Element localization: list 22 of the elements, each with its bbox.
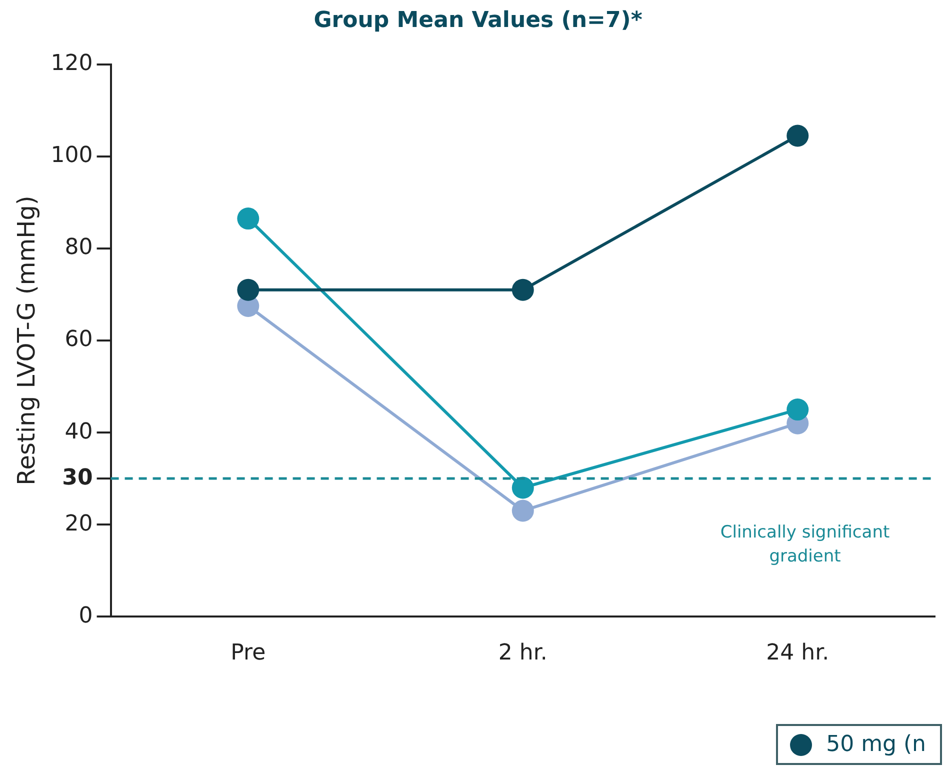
chart-title: Group Mean Values (n=7)*	[314, 8, 643, 33]
y-tick-label: 40	[64, 419, 93, 444]
y-tick-label: 120	[50, 51, 93, 76]
x-tick-label: Pre	[230, 640, 266, 666]
point	[786, 398, 809, 421]
y-tick-label: 0	[78, 603, 93, 628]
legend-label: 50 mg (n	[826, 732, 926, 757]
point	[512, 500, 534, 522]
point	[237, 208, 260, 230]
point	[786, 124, 809, 147]
ref-line-label: Clinically significant gradient	[720, 522, 890, 566]
y-tick-label: 20	[64, 511, 93, 536]
y-tick-label: 30	[62, 465, 93, 490]
y-tick-label: 60	[64, 327, 93, 352]
y-tick-label: 80	[64, 235, 93, 260]
point	[237, 278, 260, 301]
y-tick-label: 100	[50, 143, 93, 168]
point	[512, 476, 534, 499]
x-tick-label: 24 hr.	[766, 640, 830, 666]
point	[512, 278, 534, 301]
x-tick-label: 2 hr.	[498, 640, 548, 666]
y-axis-title: Resting LVOT-G (mmHg)	[12, 196, 41, 486]
